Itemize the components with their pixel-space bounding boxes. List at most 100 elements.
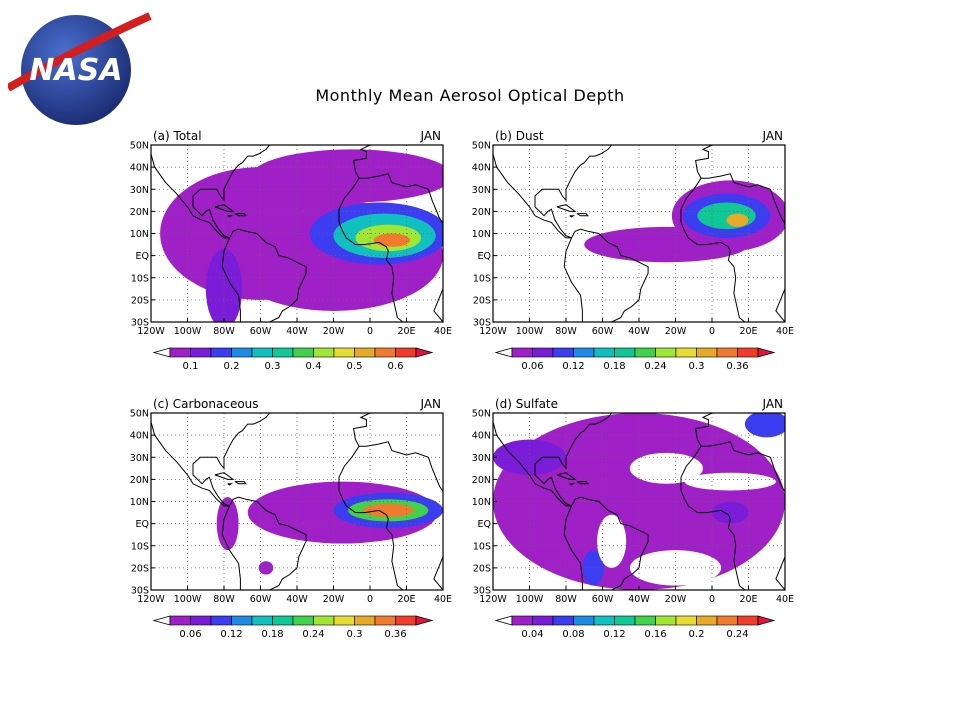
colorbar-swatch-3 [231,347,253,358]
coastline-1 [221,496,307,590]
y-tick-label: 30S [131,586,149,597]
panel-total: 120W 100W 80W 60W 40W 20W 0 20E 40E 30S 20S 10S EQ 10… [130,129,452,372]
coastline-1 [563,496,649,590]
colorbar: 0.1 0.2 0.3 0.4 0.5 0.6 [152,347,434,372]
y-tick-label: EQ [136,251,149,262]
month-label: JAN [419,129,441,143]
colorbar-swatch-10 [374,615,396,626]
x-tick-label: 0 [367,326,373,337]
coastline-6 [227,215,234,218]
colorbar-swatch-3 [231,615,253,626]
colorbar-swatch-6 [292,347,314,358]
colorbar-swatch-5 [614,347,636,358]
y-tick-label: 20N [130,207,149,218]
y-tick-label: 10S [473,541,491,552]
x-tick-label: 100W [516,326,544,337]
colorbar-tick-label: 0.18 [261,629,283,640]
coastline-0 [151,413,270,507]
x-tick-label: 60W [592,326,614,337]
colorbar-tick-label: 0.2 [689,629,705,640]
x-tick-label: 0 [709,326,715,337]
grid [493,413,785,590]
coastline-7 [792,284,797,311]
colorbar-swatch-9 [354,347,376,358]
colorbar-swatch-7 [655,615,677,626]
x-tick-label: 20W [323,326,345,337]
aod-contour-3 [744,413,785,438]
coastline-2 [353,413,443,590]
colorbar-swatch-7 [655,347,677,358]
colorbar-max-arrow [757,615,776,626]
y-tick-label: 10N [472,229,491,240]
y-tick-label: EQ [478,519,491,530]
x-tick-label: 80W [213,594,235,605]
page-title: Monthly Mean Aerosol Optical Depth [315,86,625,105]
y-tick-label: 20S [473,295,491,306]
coastline-5 [576,481,589,485]
colorbar: 0.06 0.12 0.18 0.24 0.3 0.36 [152,615,434,640]
colorbar-tick-label: 0.4 [306,361,322,372]
colorbar-swatch-11 [737,615,759,626]
y-tick-label: 50N [130,409,149,420]
clear-region-0 [629,452,703,484]
x-tick-label: 80W [555,326,577,337]
coastline-8 [278,145,297,146]
colorbar-swatch-2 [552,615,574,626]
colorbar-tick-label: 0.3 [689,361,705,372]
coastlines [493,413,785,590]
colorbar-swatch-6 [292,615,314,626]
x-tick-label: 40E [434,326,452,337]
x-tick-label: 60W [250,326,272,337]
month-label: JAN [419,397,441,411]
x-tick-label: 100W [174,326,202,337]
aod-contour-3 [251,149,443,203]
colorbar-tick-label: 0.06 [179,629,201,640]
colorbar-swatch-1 [190,615,212,626]
clear-region-3 [629,550,722,586]
colorbar-swatch-4 [593,347,615,358]
colorbar-swatch-2 [210,615,232,626]
coastline-1 [563,228,649,322]
colorbar-tick-label: 0.3 [347,629,363,640]
colorbar-swatch-1 [190,347,212,358]
x-tick-label: 120W [479,594,507,605]
nasa-logo: NASA [8,12,152,125]
colorbar-tick-label: 0.16 [644,629,666,640]
colorbar-swatch-4 [593,615,615,626]
coastline-6 [569,483,576,486]
colorbar-tick-label: 0.12 [220,629,242,640]
colorbar-tick-label: 0.6 [388,361,404,372]
grid [493,145,785,322]
colorbar-min-arrow [152,615,171,626]
x-tick-label: 80W [555,594,577,605]
colorbar-swatch-10 [716,615,738,626]
colorbar-tick-label: 0.18 [603,361,625,372]
x-tick-label: 40W [286,326,308,337]
coastline-4 [556,472,577,480]
x-tick-label: 60W [592,594,614,605]
aod-field [584,180,785,263]
y-tick-label: 50N [130,141,149,152]
colorbar-swatch-4 [251,615,273,626]
coastline-3 [338,445,404,590]
x-tick-label: 20E [397,594,415,605]
coastline-5 [576,213,589,217]
colorbar-tick-label: 0.08 [562,629,584,640]
aod-field [160,149,443,322]
y-tick-label: 10N [472,497,491,508]
colorbar-swatch-8 [675,347,697,358]
x-tick-label: 20E [739,594,757,605]
x-tick-label: 0 [367,594,373,605]
panel-label: (d) Sulfate [495,397,558,411]
coastline-0 [493,145,612,239]
colorbar-swatch-6 [634,615,656,626]
coastline-2 [353,145,443,322]
colorbar-swatch-6 [634,347,656,358]
x-tick-label: 20E [397,326,415,337]
colorbar-swatch-7 [313,615,335,626]
colorbar-swatch-0 [511,615,533,626]
x-tick-label: 0 [709,594,715,605]
clear-region-2 [597,514,627,568]
panel-label: (c) Carbonaceous [153,397,259,411]
coastline-0 [493,413,612,507]
